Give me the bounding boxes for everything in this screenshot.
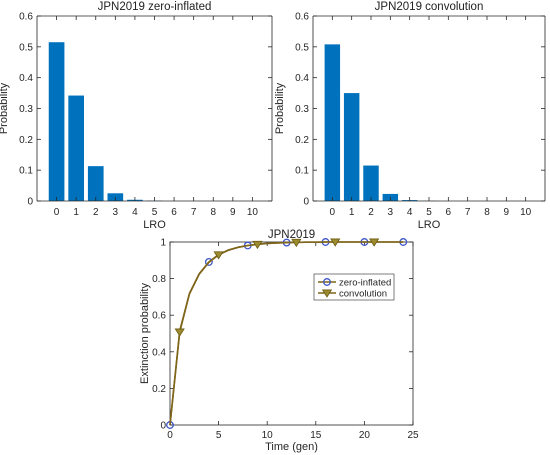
y-tick-label: 0.2	[152, 384, 166, 395]
y-tick-label: 0.6	[295, 12, 309, 23]
x-tick-label: 5	[216, 430, 222, 441]
y-tick-label: 0.1	[295, 166, 309, 177]
legend-label: zero-inflated	[339, 277, 391, 288]
x-tick-label: 5	[426, 207, 432, 218]
y-tick-label: 0	[303, 197, 309, 208]
bar	[87, 166, 104, 201]
x-tick-label: 3	[113, 207, 119, 218]
y-tick-label: 0	[27, 197, 33, 208]
bar	[363, 165, 379, 201]
y-tick-label: 0.4	[152, 347, 166, 358]
y-tick-label: 0.5	[19, 42, 33, 53]
triangle-marker	[368, 238, 380, 247]
y-tick-label: 0.5	[295, 42, 309, 53]
x-tick-label: 1	[73, 207, 79, 218]
axes-box	[169, 241, 414, 426]
x-tick-label: 7	[191, 207, 197, 218]
x-tick-label: 10	[247, 207, 259, 218]
triangle-marker	[321, 289, 333, 298]
legend-label: convolution	[339, 288, 387, 299]
chart-title: JPN2019 convolution	[375, 1, 484, 13]
y-tick-label: 0.6	[152, 311, 166, 322]
chart-title: JPN2019 zero-inflated	[98, 1, 212, 13]
x-tick-label: 6	[171, 207, 177, 218]
y-tick-label: 0.8	[152, 274, 166, 285]
y-tick-label: 0.3	[295, 104, 309, 115]
x-axis-label: LRO	[143, 219, 166, 231]
y-axis-label: Extinction probability	[139, 283, 151, 384]
y-tick-label: 0.2	[295, 135, 309, 146]
y-tick-label: 0.6	[19, 12, 33, 23]
y-tick-label: 1	[160, 238, 166, 249]
bar	[324, 44, 341, 201]
circle-marker	[323, 278, 331, 286]
x-tick-label: 4	[132, 207, 138, 218]
x-tick-label: 10	[262, 430, 274, 441]
x-tick-label: 20	[359, 430, 371, 441]
y-tick-label: 0	[160, 421, 166, 432]
series-line	[169, 241, 404, 426]
triangle-marker	[330, 238, 341, 247]
x-tick-label: 9	[230, 207, 236, 218]
bar-chart-0: 0 0.1 0.2 0.3 0.4 0.5 0.6 0 1 2 3 4 5 6 7 8 9 10 JPN2019 z…	[0, 1, 273, 231]
series-line	[169, 241, 404, 426]
x-tick-label: 8	[210, 207, 216, 218]
y-tick-label: 0.4	[295, 73, 309, 84]
triangle-marker	[213, 251, 224, 260]
x-tick-label: 7	[465, 207, 471, 218]
y-tick-label: 0.1	[19, 166, 33, 177]
bar	[68, 95, 84, 201]
chart-title: JPN2019	[268, 229, 315, 241]
x-axis-label: LRO	[418, 219, 441, 231]
x-tick-label: 0	[54, 207, 60, 218]
bar-chart-1: 0 0.1 0.2 0.3 0.4 0.5 0.6 0 1 2 3 4 5 6 7 8 9 10 JPN2019 c…	[274, 1, 546, 231]
y-axis-label: Probability	[274, 82, 286, 134]
x-tick-label: 4	[407, 207, 413, 218]
triangle-marker	[252, 240, 263, 250]
x-tick-label: 8	[484, 207, 490, 218]
bar	[343, 93, 360, 201]
x-tick-label: 2	[368, 207, 374, 218]
x-axis-label: Time (gen)	[265, 441, 318, 453]
triangle-marker	[174, 328, 185, 337]
series-convolution	[169, 238, 404, 426]
y-tick-label: 0.2	[19, 135, 33, 146]
triangle-marker	[291, 238, 302, 248]
series-zero-inflated	[166, 238, 408, 429]
bar	[48, 42, 65, 202]
y-tick-label: 0.3	[19, 104, 33, 115]
x-tick-label: 0	[167, 430, 173, 441]
x-tick-label: 10	[520, 207, 532, 218]
x-tick-label: 1	[349, 207, 355, 218]
x-tick-label: 3	[388, 207, 394, 218]
y-axis-label: Probability	[0, 82, 10, 134]
line-chart: 0 5 10 15 20 25 0 0.2 0.4 0.6 0.8 1 zero-inflatedcon…	[139, 229, 419, 453]
x-tick-label: 0	[330, 207, 336, 218]
x-tick-label: 15	[310, 430, 322, 441]
circle-marker	[204, 257, 213, 266]
x-tick-label: 5	[152, 207, 158, 218]
x-tick-label: 9	[504, 207, 510, 218]
x-tick-label: 25	[407, 430, 419, 441]
y-tick-label: 0.4	[19, 73, 33, 84]
x-tick-label: 6	[446, 207, 452, 218]
x-tick-label: 2	[93, 207, 99, 218]
